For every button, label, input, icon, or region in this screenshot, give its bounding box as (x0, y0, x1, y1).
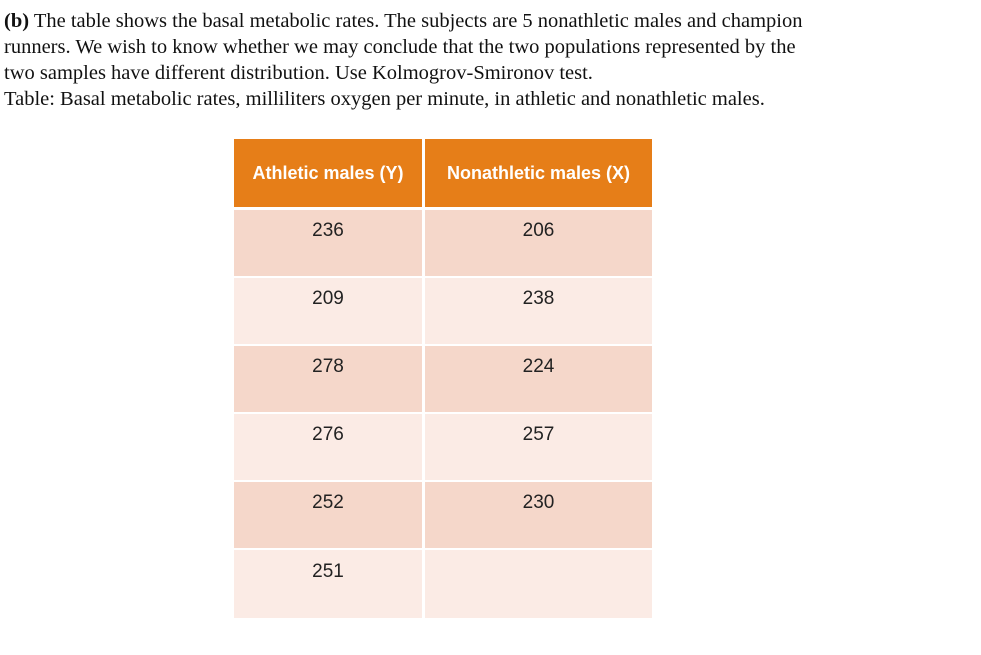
nonathletic-value-empty (425, 550, 652, 618)
athletic-value: 236 (234, 210, 425, 278)
metabolic-rates-table: Athletic males (Y) Nonathletic males (X)… (234, 139, 652, 618)
table-row: 236 206 (234, 210, 652, 278)
nonathletic-value: 206 (425, 210, 652, 278)
problem-statement: (b) The table shows the basal metabolic … (4, 8, 974, 112)
athletic-value: 278 (234, 346, 425, 414)
header-athletic-males: Athletic males (Y) (234, 139, 425, 210)
nonathletic-value: 224 (425, 346, 652, 414)
nonathletic-value: 257 (425, 414, 652, 482)
problem-line-1-text: The table shows the basal metabolic rate… (29, 10, 803, 32)
table-header-row: Athletic males (Y) Nonathletic males (X) (234, 139, 652, 210)
table-row: 252 230 (234, 482, 652, 550)
table-row: 251 (234, 550, 652, 618)
athletic-value: 252 (234, 482, 425, 550)
header-nonathletic-males: Nonathletic males (X) (425, 139, 652, 210)
problem-line-3: two samples have different distribution.… (4, 62, 593, 84)
table-row: 276 257 (234, 414, 652, 482)
nonathletic-value: 238 (425, 278, 652, 346)
athletic-value: 276 (234, 414, 425, 482)
table-row: 278 224 (234, 346, 652, 414)
problem-line-2: runners. We wish to know whether we may … (4, 36, 796, 58)
athletic-value: 209 (234, 278, 425, 346)
athletic-value: 251 (234, 550, 425, 618)
part-label: (b) (4, 10, 30, 32)
problem-line-1: (b) The table shows the basal metabolic … (4, 8, 974, 34)
table-row: 209 238 (234, 278, 652, 346)
table-caption: Table: Basal metabolic rates, milliliter… (4, 88, 765, 110)
nonathletic-value: 230 (425, 482, 652, 550)
